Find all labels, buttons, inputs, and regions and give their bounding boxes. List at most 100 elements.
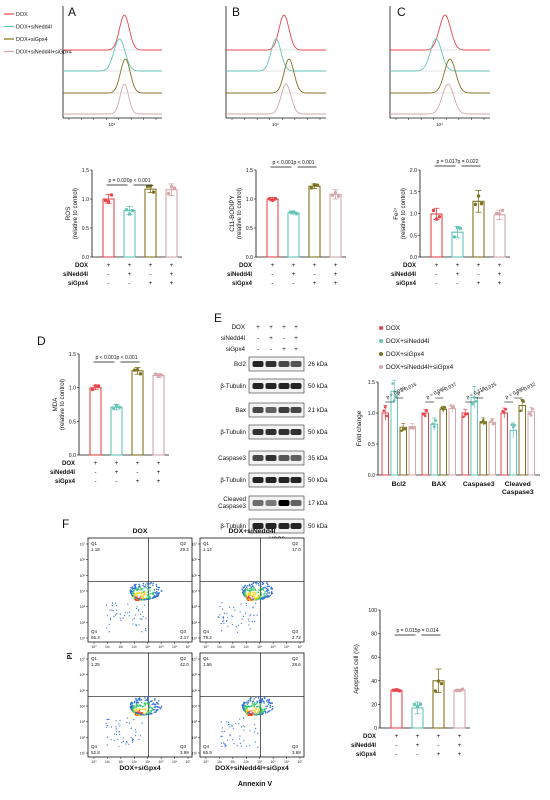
event-dot <box>263 587 265 589</box>
blot-band <box>252 383 264 389</box>
event-dot <box>115 731 117 733</box>
event-dot <box>257 582 260 585</box>
hist-curve <box>390 83 490 115</box>
event-dot <box>134 594 136 597</box>
design-mark: + <box>334 271 338 278</box>
quadrant-value: 79.2 <box>203 635 212 640</box>
event-dot <box>265 593 267 595</box>
data-point <box>483 421 487 425</box>
design-mark: + <box>157 478 161 485</box>
design-mark: + <box>271 262 275 269</box>
blot-protein-label: Caspase3 <box>218 455 246 462</box>
event-dot <box>135 698 137 701</box>
y-tick-label: 10⁶ <box>192 558 198 562</box>
data-point <box>111 406 116 410</box>
event-dot <box>257 732 259 735</box>
event-dot <box>130 586 132 589</box>
event-dot <box>153 711 155 713</box>
event-dot <box>135 625 137 627</box>
design-row-label: siNedd4l <box>50 470 75 476</box>
x-axis-label: Annexin V <box>238 781 273 788</box>
event-dot <box>251 591 253 593</box>
quadrant-label: Q1 <box>203 541 210 546</box>
quadrant-value: 66.4 <box>91 635 100 640</box>
data-point <box>431 208 436 213</box>
event-dot <box>234 609 236 611</box>
event-dot <box>138 583 140 586</box>
data-point <box>437 214 442 219</box>
event-dot <box>261 581 264 583</box>
event-dot <box>147 588 149 591</box>
data-point <box>385 414 389 418</box>
y-axis-label-2: (relative to control) <box>400 188 407 239</box>
event-dot <box>139 613 141 616</box>
bar <box>89 387 102 456</box>
event-dot <box>254 588 256 591</box>
event-dot <box>245 602 247 605</box>
blot-band <box>278 383 290 389</box>
event-dot <box>140 594 142 597</box>
event-dot <box>139 589 141 591</box>
data-point <box>465 412 469 416</box>
event-dot <box>271 702 274 704</box>
y-axis-label-2: (relative to control) <box>59 379 66 430</box>
event-dot <box>267 583 269 586</box>
event-dot <box>249 588 251 590</box>
event-dot <box>229 734 231 736</box>
event-dot <box>257 710 260 712</box>
event-dot <box>112 610 114 612</box>
data-point <box>138 372 143 376</box>
quadrant-value: 1.25 <box>91 662 100 667</box>
blot-band <box>278 455 290 461</box>
event-dot <box>263 592 266 594</box>
panel-letter-F: F <box>62 517 69 531</box>
event-dot <box>153 596 156 599</box>
hist-curve <box>226 14 326 51</box>
event-dot <box>144 708 146 711</box>
event-dot <box>226 613 228 615</box>
x-tick-label: 10⁷ <box>298 645 304 649</box>
panel-letter-C: C <box>397 5 406 19</box>
event-dot <box>134 729 137 731</box>
x-tick-label: 10⁶ <box>172 645 178 649</box>
event-dot <box>144 628 147 630</box>
x-tick-label: 10¹ <box>217 760 223 764</box>
data-point <box>455 226 460 230</box>
blot-header-mark: + <box>294 324 298 331</box>
event-dot <box>222 617 224 619</box>
design-mark: + <box>115 460 119 467</box>
event-dot <box>150 706 152 709</box>
quadrant-value: 3.99 <box>180 750 189 755</box>
legend-entry: DOX <box>386 325 401 332</box>
p-value-label: p = 0.032 <box>515 382 537 397</box>
blot-header-mark: - <box>270 346 272 353</box>
data-point <box>109 193 114 197</box>
event-dot <box>137 708 139 711</box>
quadrant-label: Q4 <box>91 629 98 634</box>
data-point <box>291 210 296 214</box>
event-dot <box>259 711 261 714</box>
event-dot <box>133 593 136 595</box>
event-dot <box>131 586 134 588</box>
event-dot <box>118 745 120 747</box>
event-dot <box>142 582 145 585</box>
event-dot <box>122 617 124 619</box>
design-mark: + <box>395 733 399 740</box>
event-dot <box>227 617 229 619</box>
blot-kda-label: 50 kDa <box>308 523 328 530</box>
y-axis-label-2: (relative to control) <box>236 188 243 239</box>
event-dot <box>154 706 157 708</box>
design-mark: + <box>115 469 119 476</box>
event-dot <box>229 606 231 608</box>
hist-curve <box>390 58 490 94</box>
event-dot <box>130 708 133 711</box>
event-dot <box>109 617 112 619</box>
data-point <box>454 688 459 693</box>
top-legend: DOX DOX+siNedd4l DOX+siGpx4 DOX+siNedd4l+si… <box>4 12 72 56</box>
event-dot <box>141 711 143 714</box>
data-point <box>492 422 496 426</box>
event-dot <box>269 709 271 712</box>
event-dot <box>246 705 249 708</box>
